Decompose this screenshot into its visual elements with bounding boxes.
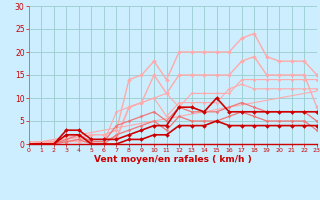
X-axis label: Vent moyen/en rafales ( km/h ): Vent moyen/en rafales ( km/h ) (94, 155, 252, 164)
